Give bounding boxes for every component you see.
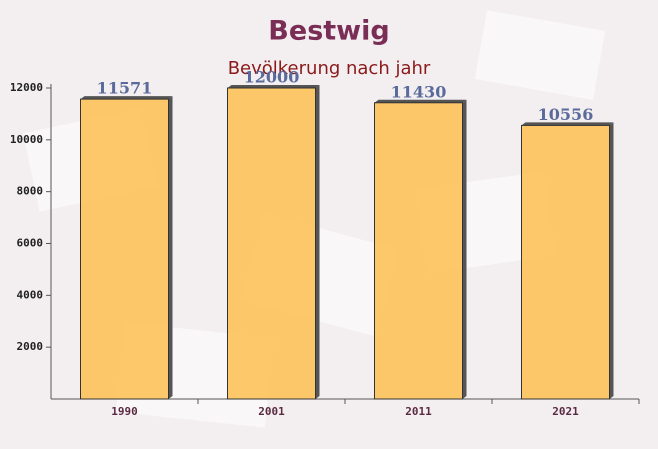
x-tick-label: 2001 — [258, 405, 285, 418]
y-tick-label: 6000 — [17, 237, 44, 250]
bar-shadow — [462, 99, 467, 400]
bar-top — [80, 96, 173, 100]
bar-shadow — [609, 122, 614, 399]
value-label: 12000 — [244, 68, 300, 87]
chart-title: Bestwig — [268, 16, 389, 47]
y-tick-label: 2000 — [17, 340, 44, 353]
y-tick-label: 10000 — [10, 133, 43, 146]
value-label: 10556 — [538, 105, 594, 124]
chart-subtitle: Bevölkerung nach jahr — [228, 58, 431, 79]
bar — [374, 102, 463, 400]
bar-top — [374, 99, 467, 103]
bar — [80, 98, 169, 400]
bar-shadow — [168, 96, 173, 399]
x-tick-label: 2021 — [552, 405, 579, 418]
value-label: 11571 — [97, 79, 153, 98]
bar-shadow — [315, 85, 320, 399]
bar-top — [521, 122, 614, 126]
x-tick-label: 1990 — [111, 405, 138, 418]
bar — [227, 87, 316, 400]
bar — [521, 124, 610, 400]
y-tick-label: 4000 — [17, 288, 44, 301]
x-tick-label: 2011 — [405, 405, 432, 418]
y-tick-label: 8000 — [17, 185, 44, 198]
value-label: 11430 — [391, 82, 447, 101]
y-tick-label: 12000 — [10, 81, 43, 94]
bar-top — [227, 85, 320, 88]
